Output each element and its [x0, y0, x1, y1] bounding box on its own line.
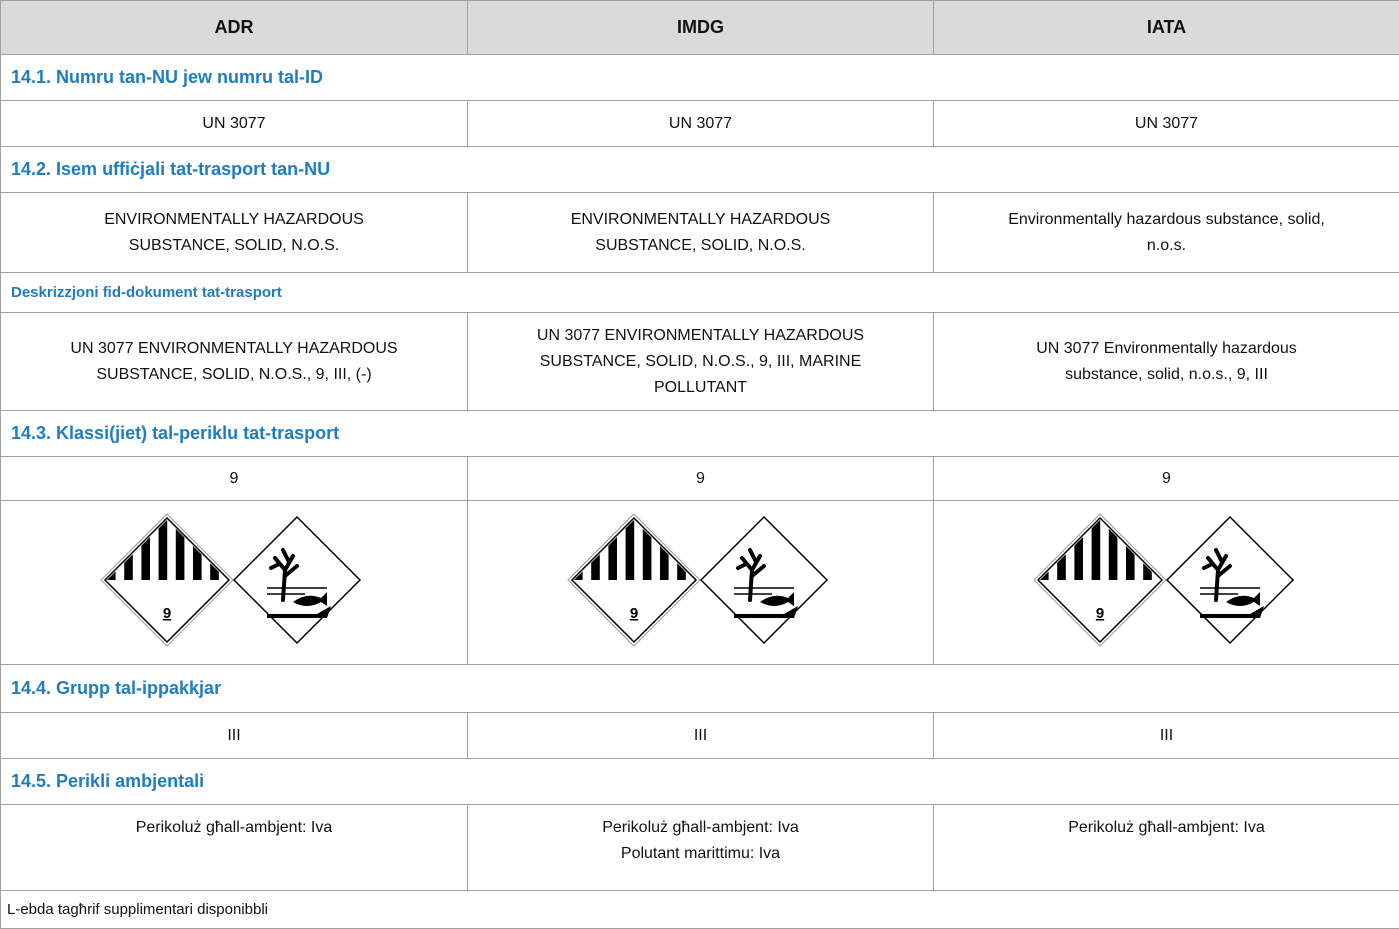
cell-text: Perikoluż għall-ambjent: Iva — [476, 815, 925, 841]
class-label: 9 — [629, 605, 637, 622]
section-row: 14.2. Isem uffiċjali tat-trasport tan-NU — [1, 147, 1399, 193]
column-header: IATA — [934, 1, 1399, 55]
value-cell: UN 3077 — [934, 101, 1399, 147]
value-cell: UN 3077 — [1, 101, 468, 147]
cell-text: UN 3077 Environmentally hazardous — [942, 336, 1391, 362]
section-title: 14.1. Numru tan-NU jew numru tal-ID — [1, 55, 1399, 101]
section-row: 14.1. Numru tan-NU jew numru tal-ID — [1, 55, 1399, 101]
pictogram-cell: 9 — [934, 501, 1399, 665]
environment-diamond — [1167, 517, 1293, 643]
cell-text: UN 3077 ENVIRONMENTALLY HAZARDOUS — [476, 323, 925, 349]
cell-text: substance, solid, n.o.s., 9, III — [942, 362, 1391, 388]
section-title: 14.5. Perikli ambjentali — [1, 759, 1399, 805]
cell-text: ENVIRONMENTALLY HAZARDOUS — [476, 207, 925, 233]
value-row: III III III — [1, 713, 1399, 759]
cell-text: UN 3077 ENVIRONMENTALLY HAZARDOUS — [9, 336, 459, 362]
cell-text: UN 3077 — [476, 111, 925, 137]
class-9-diamond: 9 — [1034, 514, 1166, 646]
cell-text: III — [942, 723, 1391, 749]
pictogram-row: 9 9 9 — [1, 501, 1399, 665]
cell-text: Polutant marittimu: Iva — [476, 841, 925, 867]
column-header: IMDG — [468, 1, 934, 55]
class-9-diamond: 9 — [568, 514, 700, 646]
cell-text: SUBSTANCE, SOLID, N.O.S. — [476, 233, 925, 259]
environment-diamond — [701, 517, 827, 643]
footer-text: L-ebda tagħrif supplimentari disponibbli — [1, 891, 1399, 929]
value-row: UN 3077 UN 3077 UN 3077 — [1, 101, 1399, 147]
value-cell: 9 — [1, 457, 468, 501]
cell-text: SUBSTANCE, SOLID, N.O.S. — [9, 233, 459, 259]
section-row: 14.4. Grupp tal-ippakkjar — [1, 665, 1399, 713]
cell-text: Perikoluż għall-ambjent: Iva — [9, 815, 459, 841]
hazard-pictograms: 9 — [566, 505, 836, 655]
cell-text: III — [476, 723, 925, 749]
class-9-diamond: 9 — [101, 514, 233, 646]
section-row: Deskrizzjoni fid-dokument tat-trasport — [1, 273, 1399, 313]
class-label: 9 — [163, 605, 171, 622]
value-cell: Perikoluż għall-ambjent: Iva — [1, 805, 468, 891]
section-row: 14.5. Perikli ambjentali — [1, 759, 1399, 805]
value-cell: UN 3077 — [468, 101, 934, 147]
class-label: 9 — [1095, 605, 1103, 622]
value-cell: Perikoluż għall-ambjent: Iva — [934, 805, 1399, 891]
cell-text: ENVIRONMENTALLY HAZARDOUS — [9, 207, 459, 233]
cell-text: n.o.s. — [942, 233, 1391, 259]
value-cell: Environmentally hazardous substance, sol… — [934, 193, 1399, 273]
section-title: 14.4. Grupp tal-ippakkjar — [1, 665, 1399, 713]
footer-row: L-ebda tagħrif supplimentari disponibbli — [1, 891, 1399, 929]
cell-text: III — [9, 723, 459, 749]
value-cell: III — [468, 713, 934, 759]
cell-text: SUBSTANCE, SOLID, N.O.S., 9, III, (-) — [9, 362, 459, 388]
cell-text: Perikoluż għall-ambjent: Iva — [942, 815, 1391, 841]
cell-text: Environmentally hazardous substance, sol… — [942, 207, 1391, 233]
value-cell: 9 — [468, 457, 934, 501]
cell-text: 9 — [476, 466, 925, 492]
hazard-pictograms: 9 — [99, 505, 369, 655]
cell-text: SUBSTANCE, SOLID, N.O.S., 9, III, MARINE — [476, 349, 925, 375]
pictogram-cell: 9 — [468, 501, 934, 665]
cell-text: UN 3077 — [9, 111, 459, 137]
cell-text: 9 — [9, 466, 459, 492]
column-header: ADR — [1, 1, 468, 55]
section-title: Deskrizzjoni fid-dokument tat-trasport — [1, 273, 1399, 313]
section-row: 14.3. Klassi(jiet) tal-periklu tat-trasp… — [1, 411, 1399, 457]
value-cell: III — [1, 713, 468, 759]
hazard-pictograms: 9 — [1032, 505, 1302, 655]
value-cell: III — [934, 713, 1399, 759]
cell-text: POLLUTANT — [476, 375, 925, 401]
cell-text: 9 — [942, 466, 1391, 492]
value-cell: 9 — [934, 457, 1399, 501]
cell-text: UN 3077 — [942, 111, 1391, 137]
environment-diamond — [234, 517, 360, 643]
section-title: 14.3. Klassi(jiet) tal-periklu tat-trasp… — [1, 411, 1399, 457]
pictogram-cell: 9 — [1, 501, 468, 665]
section-title: 14.2. Isem uffiċjali tat-trasport tan-NU — [1, 147, 1399, 193]
